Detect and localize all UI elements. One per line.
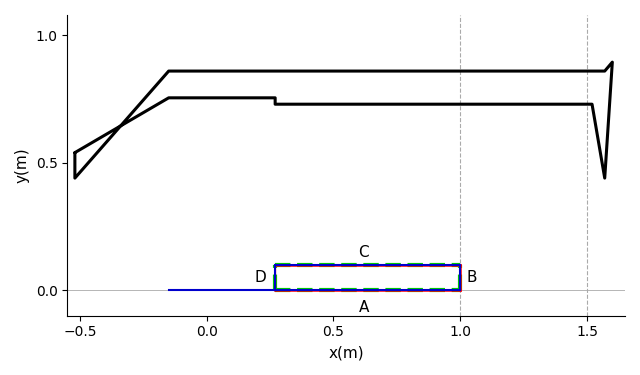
Text: D: D: [255, 270, 266, 285]
X-axis label: x(m): x(m): [328, 345, 364, 360]
Y-axis label: y(m): y(m): [15, 147, 30, 183]
Text: C: C: [358, 245, 369, 260]
Text: B: B: [467, 270, 477, 285]
Text: A: A: [358, 300, 369, 315]
